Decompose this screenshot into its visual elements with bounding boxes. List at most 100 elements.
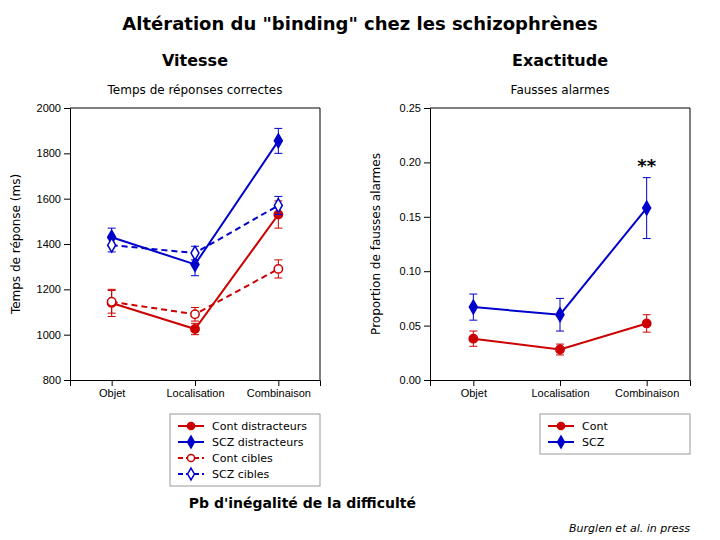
y-tick-label: 800 bbox=[43, 374, 61, 386]
x-tick-label: Combinaison bbox=[615, 387, 679, 399]
legend-label: Cont cibles bbox=[212, 452, 273, 465]
tick-mark bbox=[278, 380, 279, 386]
x-tick: Objet bbox=[461, 380, 487, 399]
error-bar bbox=[274, 260, 282, 278]
legend-label: SCZ cibles bbox=[212, 468, 270, 481]
series bbox=[108, 196, 283, 260]
figure-title: Altération du "binding" chez les schizop… bbox=[122, 13, 597, 34]
x-tick: Localisation bbox=[531, 380, 589, 399]
error-bar bbox=[469, 331, 477, 346]
y-tick: 0.25 bbox=[400, 102, 430, 114]
tick-mark bbox=[64, 244, 70, 245]
y-tick-label: 0.05 bbox=[400, 320, 421, 332]
tick-mark bbox=[424, 162, 430, 163]
marker bbox=[191, 246, 199, 260]
y-axis-title: Proportion de fausses alarmes bbox=[369, 153, 383, 335]
legend-swatch bbox=[188, 468, 195, 480]
x-tick-label: Localisation bbox=[531, 387, 589, 399]
error-bar bbox=[556, 298, 564, 331]
y-tick-label: 1200 bbox=[37, 283, 61, 295]
legend: Cont SCZ bbox=[540, 414, 690, 454]
y-tick-label: 0.25 bbox=[400, 102, 421, 114]
legend-swatch bbox=[557, 422, 564, 429]
tick-mark bbox=[560, 380, 561, 386]
plot-frame bbox=[430, 108, 690, 109]
error-bar bbox=[274, 196, 282, 214]
error-bar bbox=[191, 246, 199, 260]
tick-mark bbox=[195, 380, 196, 386]
plot-frame bbox=[320, 108, 321, 380]
y-axis-title: Temps de réponse (ms) bbox=[9, 174, 23, 315]
legend-frame bbox=[540, 414, 690, 454]
legend-label: Cont distracteurs bbox=[212, 420, 307, 433]
x-tick: Combinaison bbox=[247, 380, 311, 399]
x-axis: ObjetLocalisationCombinaison bbox=[71, 380, 321, 399]
error-bar bbox=[469, 294, 477, 320]
tick-mark bbox=[64, 199, 70, 200]
series bbox=[108, 128, 283, 275]
tick-mark bbox=[64, 380, 70, 381]
legend-swatch bbox=[558, 436, 565, 448]
legend: Cont distracteurs SCZ distracteurs Cont ci… bbox=[170, 414, 320, 486]
error-bar bbox=[643, 178, 651, 239]
legend-item: SCZ bbox=[548, 436, 605, 449]
error-bar bbox=[191, 307, 199, 321]
plot-frame bbox=[690, 108, 691, 380]
line bbox=[112, 141, 279, 265]
marker bbox=[107, 298, 115, 306]
panel: VitesseTemps de réponses correctes800100… bbox=[9, 51, 321, 486]
tick-mark bbox=[424, 108, 430, 109]
tick-mark bbox=[473, 380, 474, 386]
error-bar bbox=[108, 289, 116, 316]
legend-item: Cont distracteurs bbox=[178, 420, 307, 433]
y-tick: 1400 bbox=[37, 238, 70, 250]
x-tick: Objet bbox=[99, 380, 125, 399]
y-tick: 1800 bbox=[37, 147, 70, 159]
subtitle: Vitesse bbox=[162, 51, 228, 70]
axis-domain bbox=[64, 109, 71, 381]
y-tick: 0.00 bbox=[400, 374, 430, 386]
axis-domain bbox=[71, 381, 321, 387]
error-bar bbox=[643, 315, 651, 332]
subtitle: Exactitude bbox=[512, 51, 608, 70]
marker bbox=[191, 310, 199, 318]
x-tick-label: Objet bbox=[461, 387, 487, 399]
error-bar bbox=[274, 128, 282, 153]
tick-mark bbox=[64, 335, 70, 336]
marker bbox=[469, 334, 477, 342]
y-tick-label: 0.15 bbox=[400, 211, 421, 223]
plot-area bbox=[107, 128, 282, 334]
annotation: ** bbox=[637, 155, 656, 176]
plot-frame bbox=[70, 108, 320, 109]
marker bbox=[642, 319, 650, 327]
error-bar bbox=[191, 323, 199, 334]
legend-item: SCZ distracteurs bbox=[178, 436, 304, 449]
marker bbox=[556, 308, 564, 322]
marker bbox=[108, 238, 116, 252]
x-axis: Objet Localisation Combinaison bbox=[431, 380, 691, 399]
legend-label: SCZ distracteurs bbox=[212, 436, 304, 449]
legend-swatch bbox=[187, 422, 194, 429]
panel: ExactitudeFausses alarmes0.000.050.100.1… bbox=[369, 51, 691, 454]
marker bbox=[274, 199, 282, 213]
marker bbox=[274, 134, 282, 148]
y-tick-label: 1600 bbox=[37, 193, 61, 205]
source-note: Burglen et al. in press bbox=[569, 522, 690, 535]
x-tick-label: Objet bbox=[99, 387, 125, 399]
tick-mark bbox=[424, 380, 430, 381]
tick-mark bbox=[424, 271, 430, 272]
figure: Altération du "binding" chez les schizop… bbox=[0, 0, 720, 540]
series bbox=[107, 260, 282, 321]
marker bbox=[469, 300, 477, 314]
y-tick-label: 0.00 bbox=[400, 374, 421, 386]
y-tick-label: 1400 bbox=[37, 238, 61, 250]
legend-item: Cont bbox=[548, 420, 608, 433]
error-bar bbox=[556, 344, 564, 355]
series bbox=[107, 201, 282, 335]
y-tick: 0.20 bbox=[400, 156, 430, 168]
series bbox=[469, 178, 650, 331]
tick-mark bbox=[424, 326, 430, 327]
legend-label: Cont bbox=[582, 420, 608, 433]
error-bar bbox=[108, 238, 116, 252]
y-tick: 2000 bbox=[37, 102, 70, 114]
